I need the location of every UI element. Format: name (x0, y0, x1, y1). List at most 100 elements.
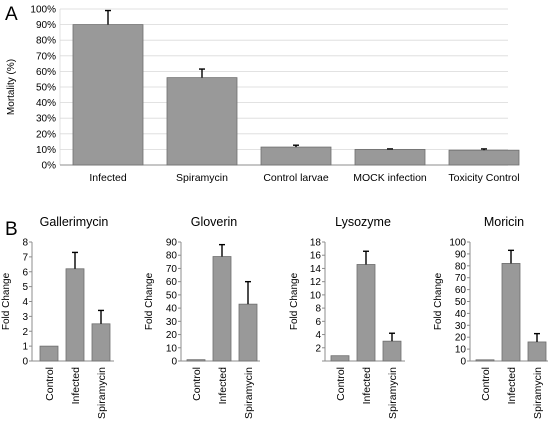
y-tick-label: 4 (22, 297, 28, 308)
y-tick-label: 6 (22, 267, 28, 278)
y-axis-title: Fold Change (289, 272, 300, 330)
panel-label-a: A (5, 4, 18, 25)
bar (501, 263, 521, 362)
y-tick-label: 10 (455, 345, 467, 356)
y-tick-label: 20 (455, 333, 467, 344)
y-tick-label: 5 (22, 282, 28, 293)
y-axis-title: Fold Change (144, 272, 155, 330)
y-tick-label: 60% (36, 67, 56, 78)
y-tick-label: 18 (310, 238, 322, 249)
y-tick-label: 0 (460, 357, 466, 368)
y-tick-label: 90% (36, 20, 56, 31)
y-tick-label: 50% (36, 83, 56, 94)
y-tick-label: 50 (166, 290, 178, 301)
x-category-label: Control (191, 367, 203, 401)
bar (238, 303, 258, 362)
x-category-label: Control (335, 367, 347, 401)
y-tick-label: 30 (166, 317, 178, 328)
x-category-label: Infected (506, 367, 518, 405)
y-tick-label: 7 (22, 252, 28, 263)
y-tick-label: 60 (455, 285, 467, 296)
bar (527, 341, 547, 362)
y-tick-label: 4 (315, 330, 321, 341)
chart-title: Gallerimycin (40, 215, 109, 229)
y-tick-label: 40% (36, 98, 56, 109)
y-tick-label: 10% (36, 145, 56, 156)
bar (448, 149, 520, 166)
y-tick-label: 20 (166, 330, 178, 341)
x-category-label: Spiramycin (96, 367, 108, 419)
bar (65, 268, 85, 362)
bar (260, 146, 332, 166)
y-tick-label: 50 (455, 297, 467, 308)
y-tick-label: 40 (455, 309, 467, 320)
x-category-label: Control (44, 367, 56, 401)
y-tick-label: 0 (22, 357, 28, 368)
y-tick-label: 10 (166, 343, 178, 354)
y-tick-label: 6 (315, 317, 321, 328)
y-tick-label: 60 (166, 277, 178, 288)
x-category-label: Spiramycin (532, 367, 544, 419)
bar (212, 256, 232, 362)
chart-title: Gloverin (191, 215, 238, 229)
x-category-label: Spiramycin (243, 367, 255, 419)
y-tick-label: 40 (166, 304, 178, 315)
y-axis-title: Fold Change (1, 272, 12, 330)
chart-title: Lysozyme (335, 215, 391, 229)
bar (39, 345, 59, 362)
x-category-label: Infected (70, 367, 82, 405)
mortality-chart: 0% 10% 20% 30% 40% 50% 60% 70% 80% 90% 100% Mortali… (6, 5, 520, 185)
bar (72, 24, 144, 166)
x-category-label: Infected (217, 367, 229, 405)
y-tick-label: 90 (455, 249, 467, 260)
bar (354, 148, 426, 166)
chart-title: Moricin (484, 215, 524, 229)
y-tick-label: 2 (315, 343, 321, 354)
y-tick-label: 30% (36, 114, 56, 125)
x-category-label: Control larvae (263, 172, 329, 184)
y-tick-label: 8 (315, 304, 321, 315)
y-axis-title: Fold Change (433, 272, 444, 330)
gloverin-chart: Gloverin 0 10 20 30 40 50 60 70 80 90 Fold Change Co… (144, 215, 260, 419)
bar (330, 355, 350, 362)
y-tick-label: 8 (22, 238, 28, 249)
y-tick-label: 80 (166, 251, 178, 262)
y-tick-label: 70% (36, 51, 56, 62)
x-category-label: Infected (361, 367, 373, 405)
bar (475, 359, 495, 362)
y-tick-label: 14 (310, 264, 322, 275)
y-tick-label: 100% (30, 5, 56, 16)
bar (382, 340, 402, 362)
bar (186, 359, 206, 362)
x-category-label: Toxicity Control (448, 172, 519, 184)
x-category-label: Infected (89, 172, 127, 184)
y-tick-label: 80% (36, 36, 56, 47)
y-tick-label: 70 (455, 273, 467, 284)
y-tick-label: 1 (22, 342, 28, 353)
y-tick-label: 0% (42, 161, 57, 172)
y-tick-label: 10 (310, 290, 322, 301)
x-category-label: Control (480, 367, 492, 401)
y-tick-label: 80 (455, 261, 467, 272)
y-tick-label: 12 (310, 277, 322, 288)
bar (356, 264, 376, 362)
y-tick-label: 20% (36, 129, 56, 140)
panel-label-b: B (5, 219, 18, 240)
bar (166, 77, 238, 166)
y-tick-label: 0 (171, 357, 177, 368)
y-tick-label: 100 (449, 238, 466, 249)
y-tick-label: 30 (455, 321, 467, 332)
y-axis-title: Mortality (%) (6, 59, 17, 115)
x-category-label: MOCK infection (353, 172, 427, 184)
x-category-label: Spiramycin (387, 367, 399, 419)
gallerimycin-chart: Gallerimycin 0 1 2 3 4 5 6 7 8 Fold Change Control I… (1, 215, 114, 419)
bar (91, 323, 111, 362)
lysozyme-chart: Lysozyme 2 4 6 8 10 12 14 16 18 Fold Change Control… (289, 215, 405, 419)
y-tick-label: 3 (22, 312, 28, 323)
y-tick-label: 2 (22, 327, 28, 338)
x-category-label: Spiramycin (176, 172, 228, 184)
y-tick-label: 16 (310, 251, 322, 262)
y-tick-label: 90 (166, 238, 178, 249)
